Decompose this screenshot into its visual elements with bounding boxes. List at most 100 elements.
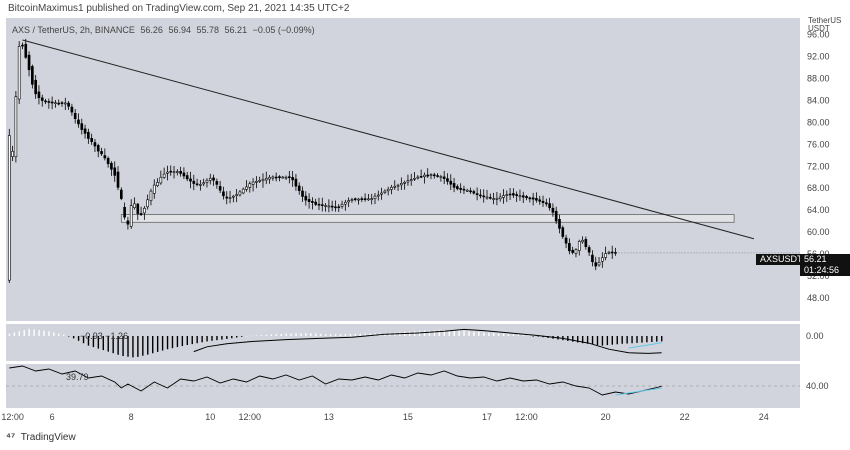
candle-body [479,194,482,197]
macd-histogram-bar [532,336,534,337]
candle-body [518,195,522,198]
candle-body [544,202,548,205]
candle-body [587,247,591,253]
macd-value-b: −1.26 [105,331,129,341]
candle-body [73,113,77,119]
macd-histogram-bar [324,334,327,336]
candle-body [597,261,601,266]
macd-histogram-bar [265,334,268,336]
candle-body [208,177,212,181]
candle-body [370,198,374,200]
macd-histogram-bar [493,333,495,336]
price-axis[interactable] [800,18,850,408]
macd-histogram-bar [211,336,213,341]
candle-body [393,185,397,188]
macd-histogram-bar [616,336,618,345]
candle-body [577,241,581,251]
candle-body [409,179,413,181]
macd-histogram-bar [191,336,193,345]
candle-body [192,180,196,184]
candle-body [538,199,542,202]
pane-separator-macd [6,321,800,324]
macd-histogram-bar [364,333,366,336]
candle-body [129,205,133,227]
candle-body [241,188,245,194]
candle-body [83,128,87,134]
macd-histogram-bar [517,334,520,336]
macd-histogram-bar [181,336,184,347]
candle-body [202,182,205,185]
candle-body [492,198,495,200]
candle-body [571,249,574,253]
x-tick-label: 12:00 [515,412,538,422]
candle-body [179,170,182,174]
candle-body [334,206,337,209]
rsi-value: 39.79 [66,372,89,382]
candle-body [357,198,360,201]
macd-histogram-bar [236,336,238,338]
macd-histogram-bar [161,336,164,351]
y-tick-label: 92.00 [807,51,830,61]
candle-body [604,253,607,258]
macd-histogram-bar [231,336,233,339]
legend-low: 55.78 [196,25,220,35]
candle-body [548,203,551,209]
macd-histogram-bar [512,334,515,336]
macd-histogram-bar [280,333,282,336]
candle-body [607,251,611,254]
macd-histogram-bar [300,333,302,336]
candle-body [143,208,146,214]
macd-histogram-bar [63,334,65,336]
candle-body [228,197,232,199]
y-tick-label: 52.00 [807,271,830,281]
macd-histogram-bar [537,336,539,337]
x-tick-label: 13 [324,412,334,422]
candle-body [311,201,314,203]
candle-body [27,54,31,71]
macd-histogram-bar [196,336,198,344]
macd-histogram-bar [171,336,174,349]
candle-body [235,194,238,196]
macd-histogram-bar [463,330,465,336]
macd-histogram-bar [448,330,450,336]
macd-histogram-bar [453,330,455,336]
candle-body [24,43,28,58]
candle-body [449,180,453,185]
x-tick-label: 20 [601,412,611,422]
macd-histogram-bar [132,336,134,358]
macd-histogram-bar [339,334,342,336]
macd-histogram-bar [423,330,426,336]
macd-histogram-bar [621,336,623,344]
candle-body [591,254,594,263]
candle-body [551,207,555,213]
macd-histogram-bar [572,336,574,342]
macd-histogram-bar [48,331,50,336]
macd-histogram-bar [285,333,287,336]
rsi-label: 39.79 [66,372,89,382]
candle-body [146,199,149,208]
y-tick-label: 76.00 [807,139,830,149]
candle-body [376,194,380,197]
macd-histogram-bar [443,330,445,336]
candle-body [403,182,406,184]
macd-histogram-bar [13,332,16,336]
macd-histogram-bar [53,332,55,336]
macd-line [193,328,662,354]
y-tick-label: 48.00 [807,293,830,303]
candle-body [14,96,18,158]
currency-line1: TetherUS [808,16,842,25]
macd-histogram-bar [142,336,144,356]
macd-histogram-bar [606,336,609,346]
candle-body [268,177,271,180]
macd-label: −0.93 −1.26 [80,331,128,341]
candle-body [166,171,169,174]
candle-body [324,205,327,207]
candle-body [459,187,462,190]
candle-body [581,239,584,243]
macd-histogram-bar [433,330,436,336]
candle-body [594,262,598,267]
macd-histogram-bar [43,330,45,336]
candle-body [67,102,70,107]
macd-histogram-bar [122,336,124,357]
